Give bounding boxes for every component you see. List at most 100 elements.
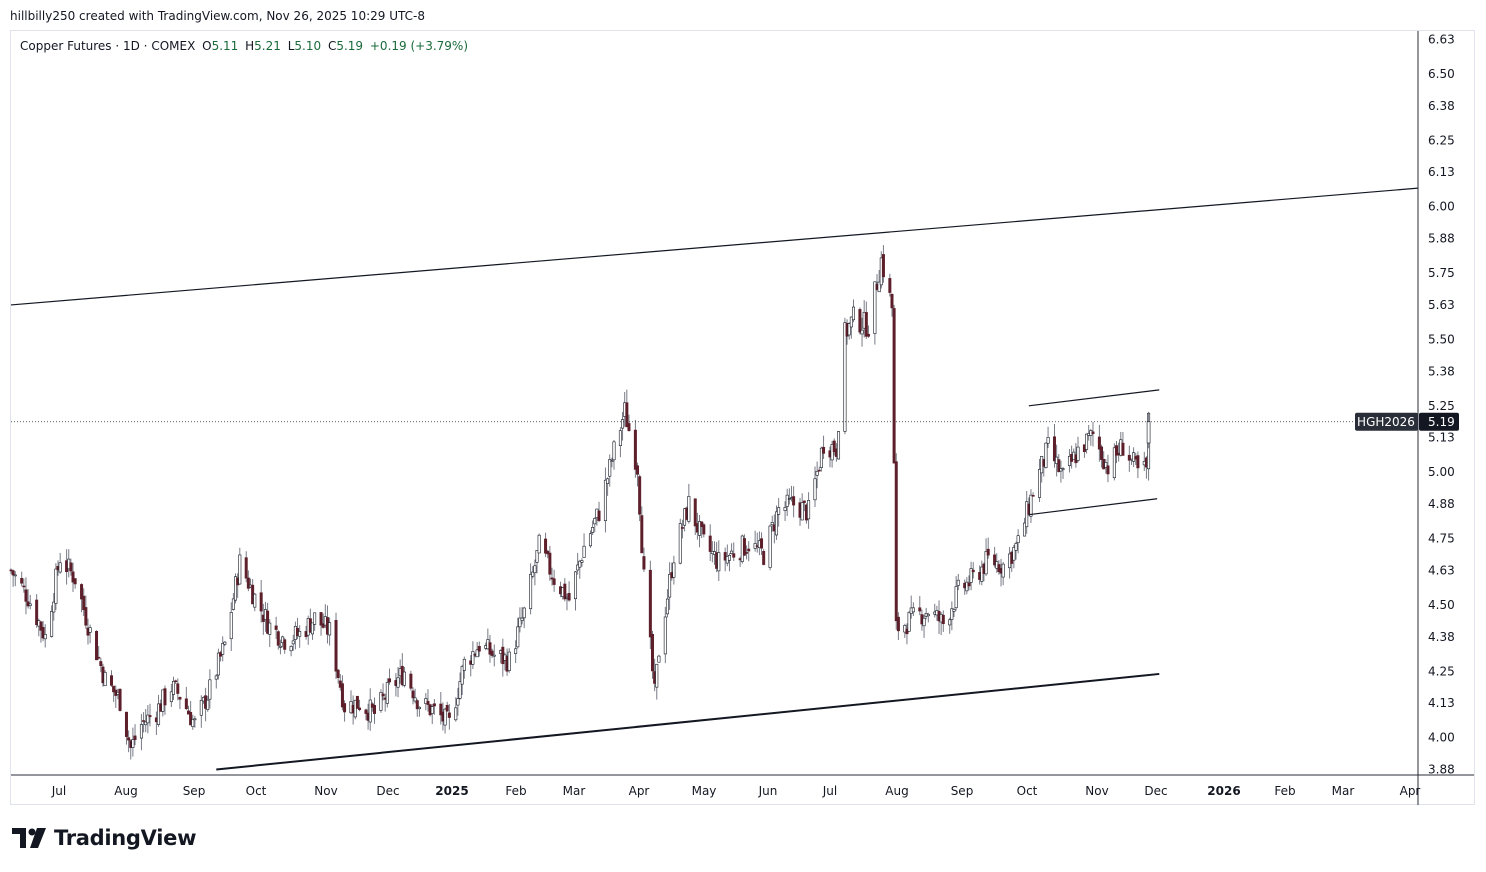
candle-body (980, 566, 984, 582)
candle-body (189, 712, 193, 726)
candle-body (732, 553, 736, 558)
y-tick-label: 5.88 (1428, 232, 1455, 246)
candle-body (174, 680, 178, 683)
y-tick-label: 6.63 (1428, 33, 1455, 47)
y-tick-label: 5.00 (1428, 465, 1455, 479)
x-tick-label: Nov (314, 784, 337, 798)
y-tick-label: 6.13 (1428, 165, 1455, 179)
candle-body (184, 698, 188, 710)
candle-body (368, 699, 372, 723)
candle-body (471, 651, 475, 665)
candle-body (35, 599, 39, 626)
candle-body (319, 612, 323, 626)
tradingview-logo[interactable]: TradingView (12, 826, 196, 850)
candle-body (298, 631, 302, 637)
candle-body (409, 673, 413, 689)
candle-body (95, 631, 99, 661)
candle-body (582, 545, 586, 558)
candle-body (650, 633, 654, 672)
candle-body (965, 581, 969, 592)
candle-body (234, 576, 238, 601)
candle-body (574, 571, 578, 600)
candle-body (490, 650, 494, 656)
candle-body (529, 573, 533, 610)
candle-body (402, 671, 406, 686)
candle-body (454, 707, 458, 721)
y-tick-label: 5.63 (1428, 298, 1455, 312)
candle-body (881, 254, 885, 278)
candle-body (894, 461, 898, 622)
candle-body (97, 656, 101, 659)
y-tick-label: 6.38 (1428, 99, 1455, 113)
candle-body (488, 642, 492, 655)
candle-body (819, 447, 823, 468)
y-tick-label: 4.38 (1428, 630, 1455, 644)
candle-body (415, 700, 419, 710)
candle-body (864, 312, 868, 337)
candle-body (39, 621, 43, 631)
x-tick-label: Oct (1017, 784, 1038, 798)
candle-body (289, 646, 293, 652)
candle-body (223, 641, 227, 645)
candle-body (851, 306, 855, 321)
candle-body (216, 652, 220, 676)
candle-body (507, 651, 511, 672)
candle-body (103, 672, 107, 687)
candle-body (849, 316, 853, 328)
x-tick-label: Feb (1274, 784, 1295, 798)
candle-body (443, 708, 447, 726)
candle-body (847, 323, 851, 336)
candle-body (417, 706, 421, 710)
candle-body (364, 709, 368, 714)
candle-body (911, 607, 915, 613)
y-tick-label: 4.00 (1428, 731, 1455, 745)
candle-body (717, 552, 721, 572)
time-axis: Jul Aug Sep Oct Nov Dec 2025 Feb Mar Apr May Jun Jul… (11, 774, 1474, 798)
candle-body (802, 500, 806, 503)
x-tick-label: Oct (246, 784, 267, 798)
y-tick-label: 3.88 (1428, 763, 1455, 777)
candle-body (321, 623, 325, 628)
candle-body (131, 739, 135, 748)
candle-body (548, 552, 552, 575)
legend-low-value: 5.10 (294, 39, 322, 53)
trendlines (10, 187, 1419, 771)
candle-body (777, 507, 781, 515)
candle-body (633, 429, 637, 470)
candle-body (727, 554, 731, 561)
trendline-upper-channel (10, 187, 1419, 306)
candle-body (1136, 455, 1140, 469)
candle-body (580, 560, 584, 563)
candle-body (552, 578, 556, 585)
candle-body (139, 724, 143, 739)
last-price-tag: HGH2026 5.19 (11, 412, 1459, 431)
candle-body (28, 603, 32, 606)
candle-body (687, 496, 691, 522)
candle-body (1038, 469, 1042, 498)
candle-body (815, 470, 819, 476)
symbol-legend: Copper Futures · 1D · COMEX O5.11 H5.21 … (20, 39, 471, 53)
candle-body (612, 441, 616, 461)
candle-body (336, 669, 340, 678)
candle-body (118, 688, 122, 711)
candle-body (822, 446, 826, 454)
candle-body (956, 579, 960, 586)
tradingview-wordmark: TradingView (54, 826, 197, 850)
candle-body (665, 598, 669, 615)
candle-body (516, 626, 520, 648)
candle-body (563, 583, 567, 600)
candle-body (578, 560, 582, 568)
candle-body (148, 715, 152, 718)
candle-body (618, 430, 622, 446)
candle-body (745, 552, 749, 554)
candle-body (1127, 454, 1131, 461)
candle-body (231, 598, 235, 610)
candle-body (492, 654, 496, 657)
candle-body (110, 675, 114, 686)
candle-body (430, 706, 434, 714)
candle-body (214, 675, 218, 680)
candle-body (625, 402, 629, 428)
legend-high-value: 5.21 (254, 39, 281, 53)
candle-body (1046, 437, 1050, 444)
